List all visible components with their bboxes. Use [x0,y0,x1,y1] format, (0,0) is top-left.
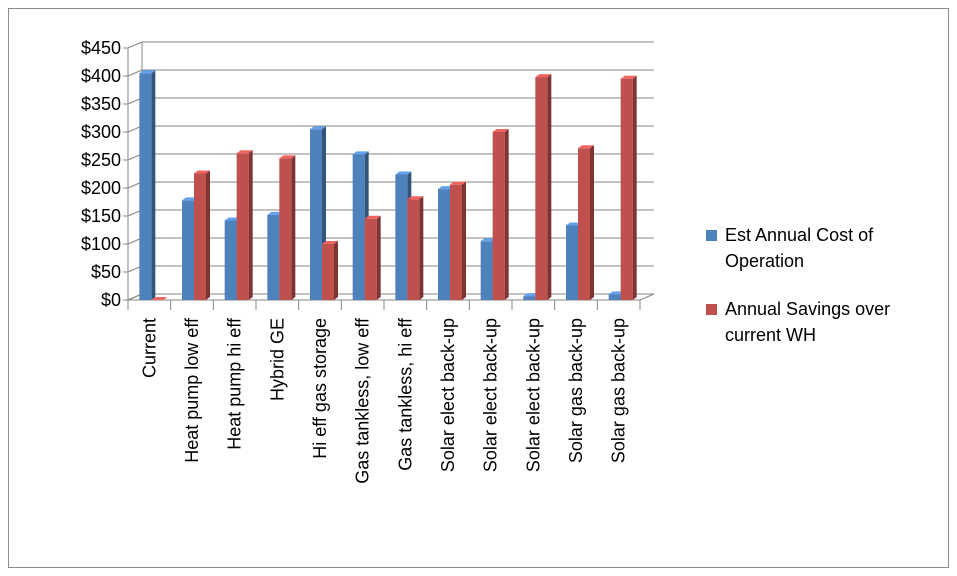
category-label: Solar elect back-up [438,318,458,472]
bar-cost [139,70,156,300]
bar-savings [322,241,338,300]
category-label: Solar gas back-up [566,318,586,463]
y-tick-label: $200 [81,178,121,198]
legend-item-cost: Est Annual Cost of Operation [706,222,946,274]
y-tick-label: $450 [81,38,121,58]
legend-swatch-cost [706,230,717,241]
category-label: Gas tankless, low eff [353,317,373,484]
legend-label-cost: Est Annual Cost of Operation [725,225,874,271]
y-tick-label: $100 [81,234,121,254]
y-tick-label: $250 [81,150,121,170]
category-label: Hi eff gas storage [310,318,330,459]
bar-savings [236,150,253,300]
y-tick-label: $0 [101,290,121,310]
chart-frame [8,8,949,568]
category-label: Heat pump hi eff [225,317,245,450]
category-label: Solar gas back-up [609,318,629,463]
y-tick-label: $350 [81,94,121,114]
category-label: Solar elect back-up [481,318,501,472]
y-tick-label: $50 [91,262,121,282]
bar-savings [492,129,509,300]
category-label: Heat pump low eff [182,317,202,463]
bar-savings [151,297,168,300]
y-tick-label: $400 [81,66,121,86]
gridline-side [127,69,143,77]
legend-swatch-savings [706,304,717,315]
category-label: Hybrid GE [267,318,287,401]
category-label: Current [139,318,159,378]
bar-savings [407,196,424,300]
legend-label-savings: Annual Savings over current WH [725,299,891,345]
bar-savings [535,74,552,301]
legend-item-savings: Annual Savings over current WH [706,296,946,348]
bar-savings [279,155,296,300]
y-tick-label: $300 [81,122,121,142]
category-label: Solar elect back-up [523,318,543,472]
bar-savings [364,215,381,300]
category-label: Gas tankless, hi eff [395,317,415,471]
bar-savings [620,75,637,300]
bar-savings [578,145,594,300]
bar-savings [194,170,210,300]
bar-savings [450,181,466,300]
y-tick-label: $150 [81,206,121,226]
gridline-side [127,41,143,49]
chart-legend: Est Annual Cost of Operation Annual Savi… [706,222,946,370]
